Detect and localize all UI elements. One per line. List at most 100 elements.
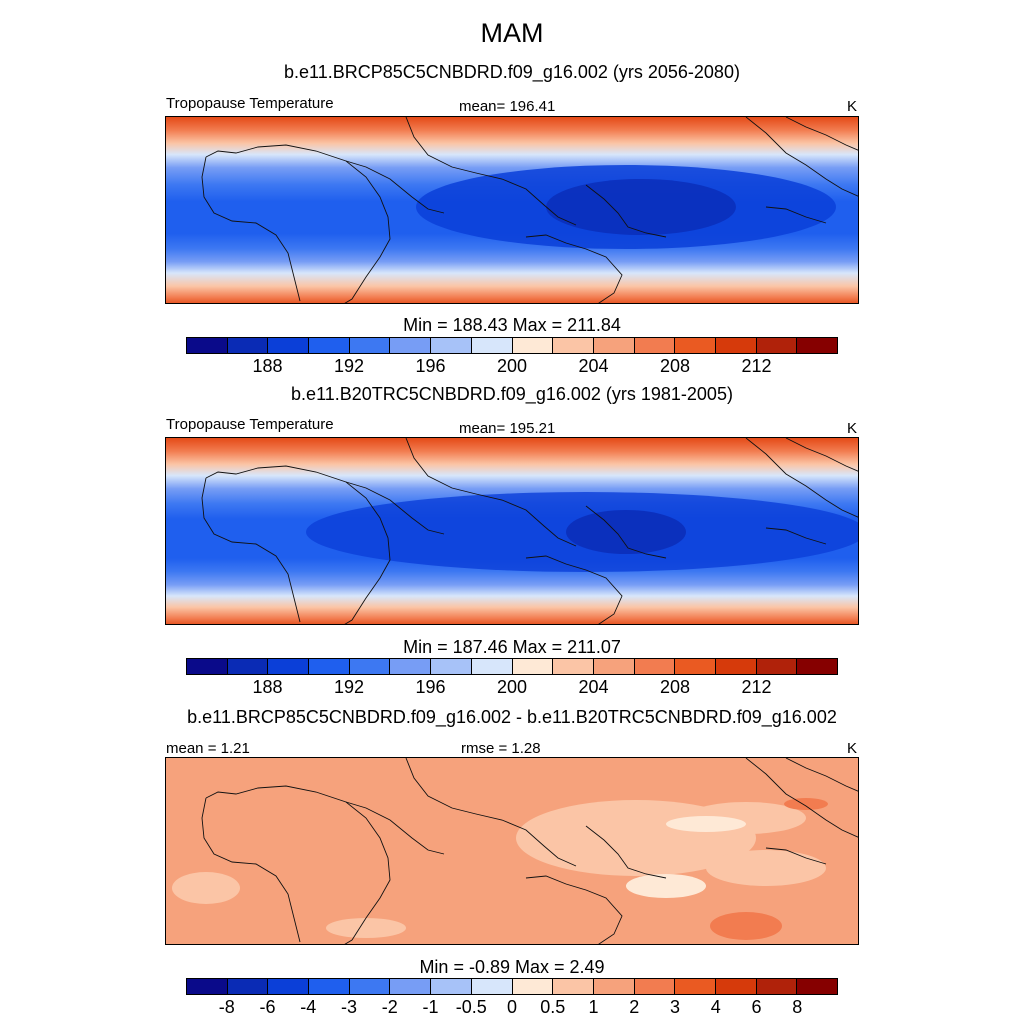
colorbar-swatch	[390, 979, 432, 994]
colorbar-tick-label: 8	[792, 997, 803, 1017]
colorbar-tick-label: -6	[259, 997, 276, 1017]
colorbar-tick-label: 196	[415, 356, 446, 376]
figure-title: MAM	[480, 18, 544, 48]
colorbar-swatch	[187, 338, 228, 353]
colorbar-swatch	[756, 979, 798, 994]
panel1-case-title: b.e11.BRCP85C5CNBDRD.f09_g16.002 (yrs 20…	[284, 62, 740, 82]
colorbar-tick-label: -1	[422, 997, 439, 1017]
colorbar-swatch	[756, 659, 798, 674]
panel2-minmax: Min = 187.46 Max = 211.07	[403, 637, 621, 657]
colorbar-swatch	[634, 338, 676, 353]
colorbar-swatch	[349, 659, 391, 674]
colorbar-swatch	[797, 979, 837, 994]
colorbar-swatch	[512, 659, 554, 674]
colorbar-tick-label: -3	[340, 997, 358, 1017]
panel3-mean-label: mean = 1.21	[166, 740, 250, 757]
panel1-minmax: Min = 188.43 Max = 211.84	[403, 315, 621, 335]
colorbar-swatch	[715, 979, 757, 994]
panel2-variable-label: Tropopause Temperature	[166, 416, 334, 433]
panel3-case-title: b.e11.BRCP85C5CNBDRD.f09_g16.002 - b.e11…	[187, 707, 837, 727]
colorbar-swatch	[390, 338, 432, 353]
colorbar-swatch	[797, 659, 837, 674]
panel2-case-title: b.e11.B20TRC5CNBDRD.f09_g16.002 (yrs 198…	[291, 384, 733, 404]
colorbar-swatch	[715, 338, 757, 353]
colorbar-tick-label: 204	[578, 356, 609, 376]
colorbar-swatch	[309, 338, 350, 353]
colorbar-swatch	[715, 659, 757, 674]
colorbar-swatch	[431, 338, 472, 353]
colorbar-swatch	[675, 979, 716, 994]
colorbar-swatch	[309, 659, 350, 674]
colorbar-tick-label: 4	[710, 997, 721, 1017]
colorbar-tick-label: 208	[659, 677, 691, 697]
colorbar-swatch	[553, 338, 594, 353]
panel1-units-label: K	[847, 98, 858, 115]
colorbar-swatch	[553, 979, 594, 994]
colorbar-swatch	[675, 659, 716, 674]
panel2-units-label: K	[847, 420, 858, 437]
panel2-colorbar-ticks: 188 192 196 200 204 208 212	[0, 677, 1024, 699]
colorbar-swatch	[268, 659, 310, 674]
colorbar-swatch	[634, 659, 676, 674]
colorbar-swatch	[797, 338, 837, 353]
colorbar-tick-label: -8	[218, 997, 235, 1017]
colorbar-tick-label: 192	[333, 677, 365, 697]
colorbar-tick-label: 212	[741, 677, 772, 697]
colorbar-swatch	[349, 979, 391, 994]
colorbar-tick-label: 212	[741, 356, 772, 376]
colorbar-tick-label: 0.5	[540, 997, 566, 1017]
panel1-mean-label: mean= 196.41	[459, 98, 556, 115]
panel2-map	[165, 437, 859, 625]
colorbar-tick-label: 208	[659, 356, 691, 376]
colorbar-swatch	[268, 979, 310, 994]
colorbar-tick-label: 1	[588, 997, 599, 1017]
panel3-colorbar-ticks: -8 -6 -4 -3 -2 -1 -0.5 0 0.5 1 2 3 4 6 8	[0, 997, 1024, 1019]
colorbar-swatch	[431, 659, 472, 674]
colorbar-tick-label: -4	[300, 997, 317, 1017]
panel1-colorbar	[186, 337, 838, 354]
colorbar-tick-label: 196	[415, 677, 446, 697]
colorbar-swatch	[593, 979, 635, 994]
colorbar-tick-label: -2	[381, 997, 398, 1017]
panel3-units-label: K	[847, 740, 858, 757]
colorbar-swatch	[187, 979, 228, 994]
colorbar-swatch	[471, 979, 513, 994]
panel3-minmax: Min = -0.89 Max = 2.49	[419, 957, 605, 977]
colorbar-tick-label: 188	[252, 356, 283, 376]
colorbar-tick-label: 0	[506, 997, 518, 1017]
colorbar-swatch	[187, 659, 228, 674]
colorbar-swatch	[349, 338, 391, 353]
colorbar-swatch	[431, 979, 472, 994]
panel2-mean-label: mean= 195.21	[459, 420, 556, 437]
colorbar-swatch	[471, 659, 513, 674]
colorbar-tick-label: 6	[751, 997, 762, 1017]
colorbar-swatch	[634, 979, 676, 994]
colorbar-tick-label: 200	[496, 356, 528, 376]
colorbar-swatch	[593, 338, 635, 353]
colorbar-tick-label: 3	[669, 997, 681, 1017]
colorbar-swatch	[227, 338, 269, 353]
colorbar-swatch	[675, 338, 716, 353]
colorbar-tick-label: 192	[333, 356, 365, 376]
colorbar-swatch	[512, 979, 554, 994]
colorbar-swatch	[553, 659, 594, 674]
panel3-colorbar	[186, 978, 838, 995]
panel2-map-svg	[166, 438, 858, 624]
panel3-map	[165, 757, 859, 945]
colorbar-tick-label: -0.5	[455, 997, 487, 1017]
panel1-map	[165, 116, 859, 304]
colorbar-swatch	[227, 979, 269, 994]
colorbar-swatch	[756, 338, 798, 353]
panel1-map-svg	[166, 117, 858, 303]
panel3-rmse-label: rmse = 1.28	[461, 740, 541, 757]
panel1-variable-label: Tropopause Temperature	[166, 95, 334, 112]
colorbar-swatch	[512, 338, 554, 353]
colorbar-tick-label: 204	[578, 677, 609, 697]
colorbar-swatch	[227, 659, 269, 674]
colorbar-tick-label: 200	[496, 677, 528, 697]
colorbar-swatch	[268, 338, 310, 353]
colorbar-tick-label: 188	[252, 677, 283, 697]
colorbar-swatch	[309, 979, 350, 994]
colorbar-swatch	[390, 659, 432, 674]
panel1-colorbar-ticks: 188 192 196 200 204 208 212	[0, 356, 1024, 378]
